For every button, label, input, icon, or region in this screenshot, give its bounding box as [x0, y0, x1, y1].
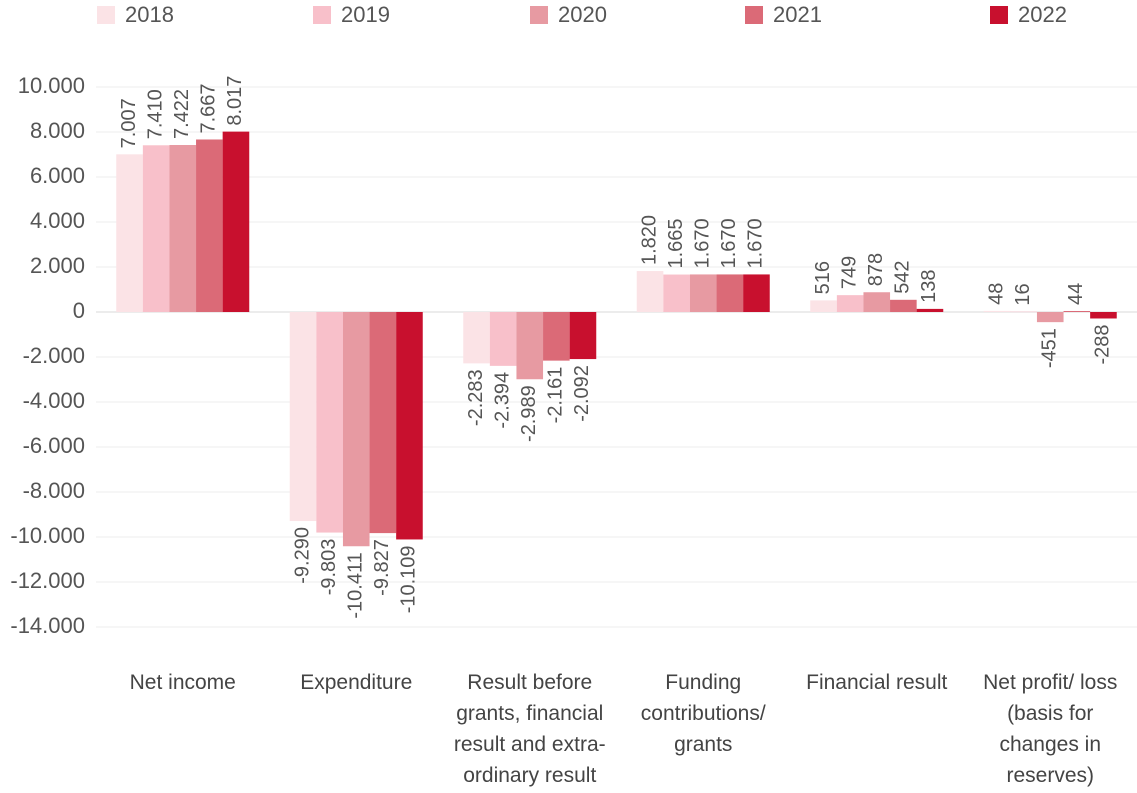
bar: [636, 271, 664, 312]
bar: [1090, 312, 1117, 319]
x-tick-label: Expenditure: [300, 671, 413, 694]
data-label: -451: [1039, 328, 1061, 368]
data-label: 1.665: [665, 218, 687, 268]
bar: [169, 145, 197, 312]
data-label: -2.394: [491, 372, 513, 429]
bar: [196, 139, 223, 312]
data-label: 878: [865, 253, 887, 286]
data-label: 516: [812, 261, 834, 294]
bar: [222, 131, 250, 312]
bar: [890, 299, 917, 312]
data-label: 7.410: [144, 89, 166, 139]
bar: [716, 274, 744, 312]
y-tick-label: 2.000: [30, 253, 85, 278]
legend-label: 2020: [558, 2, 607, 27]
legend-label: 2022: [1018, 2, 1067, 27]
bar: [116, 154, 143, 312]
legend-swatch: [990, 6, 1008, 24]
bar: [1063, 311, 1091, 312]
y-tick-label: 6.000: [30, 163, 85, 188]
bar: [342, 312, 370, 547]
bar: [689, 274, 717, 312]
data-label: -9.290: [291, 527, 313, 584]
bar: [463, 312, 490, 364]
bar: [863, 292, 891, 312]
legend-label: 2018: [125, 2, 174, 27]
x-tick-label: Result before grants, financial result a…: [453, 671, 606, 787]
bar: [836, 295, 864, 312]
data-label: -9.827: [371, 539, 393, 596]
bar: [983, 310, 1011, 312]
data-label: 542: [892, 260, 914, 293]
bar: [663, 274, 690, 312]
bar: [810, 300, 837, 312]
legend-label: 2019: [341, 2, 390, 27]
data-label: -2.092: [571, 365, 593, 422]
data-label: -2.161: [545, 367, 567, 424]
y-tick-label: -2.000: [23, 343, 85, 368]
legend-swatch: [313, 6, 331, 24]
data-label: -288: [1092, 324, 1114, 364]
data-label: 1.670: [718, 218, 740, 268]
y-tick-label: 0: [73, 298, 85, 323]
y-tick-label: -4.000: [23, 388, 85, 413]
bar: [1036, 312, 1064, 323]
bar: [516, 312, 544, 380]
y-tick-label: -10.000: [10, 523, 85, 548]
data-label: 1.670: [745, 218, 767, 268]
data-label: 7.007: [118, 98, 140, 148]
y-tick-label: 4.000: [30, 208, 85, 233]
data-label: -2.283: [465, 369, 487, 426]
legend-swatch: [97, 6, 115, 24]
y-tick-label: -12.000: [10, 568, 85, 593]
bar: [396, 312, 423, 540]
legend-swatch: [745, 6, 763, 24]
bar: [916, 308, 944, 312]
bar: [316, 312, 343, 533]
data-label: -9.803: [318, 539, 340, 596]
data-label: 7.422: [171, 89, 193, 139]
data-label: 8.017: [224, 76, 246, 126]
data-label: 7.667: [198, 83, 220, 133]
y-tick-label: -8.000: [23, 478, 85, 503]
x-tick-label: Net income: [129, 671, 236, 694]
x-tick-label: Net profit/ loss (basis for changes in r…: [983, 671, 1118, 787]
data-label: -10.109: [398, 545, 420, 613]
x-tick-label: Financial result: [806, 671, 948, 694]
bar: [489, 312, 517, 366]
bar: [369, 312, 397, 534]
data-label: 1.670: [692, 218, 714, 268]
x-tick-label: Funding contributions/ grants: [640, 671, 766, 756]
bar: [569, 312, 597, 360]
bar: [543, 312, 570, 361]
data-label: -10.411: [345, 552, 367, 618]
y-tick-label: -6.000: [23, 433, 85, 458]
data-label: 749: [838, 256, 860, 289]
data-label: -2.989: [518, 385, 540, 442]
data-label: 44: [1065, 283, 1087, 305]
bar: [289, 312, 317, 522]
data-label: 138: [918, 270, 940, 303]
bar: [142, 145, 170, 312]
bar: [1010, 311, 1037, 313]
data-label: 1.820: [638, 215, 660, 265]
legend-swatch: [530, 6, 548, 24]
y-tick-label: 8.000: [30, 118, 85, 143]
y-tick-label: 10.000: [18, 73, 85, 98]
data-label: 48: [985, 283, 1007, 305]
bar: [743, 274, 770, 312]
y-tick-label: -14.000: [10, 613, 85, 638]
legend-label: 2021: [773, 2, 822, 27]
data-label: 16: [1012, 283, 1034, 305]
